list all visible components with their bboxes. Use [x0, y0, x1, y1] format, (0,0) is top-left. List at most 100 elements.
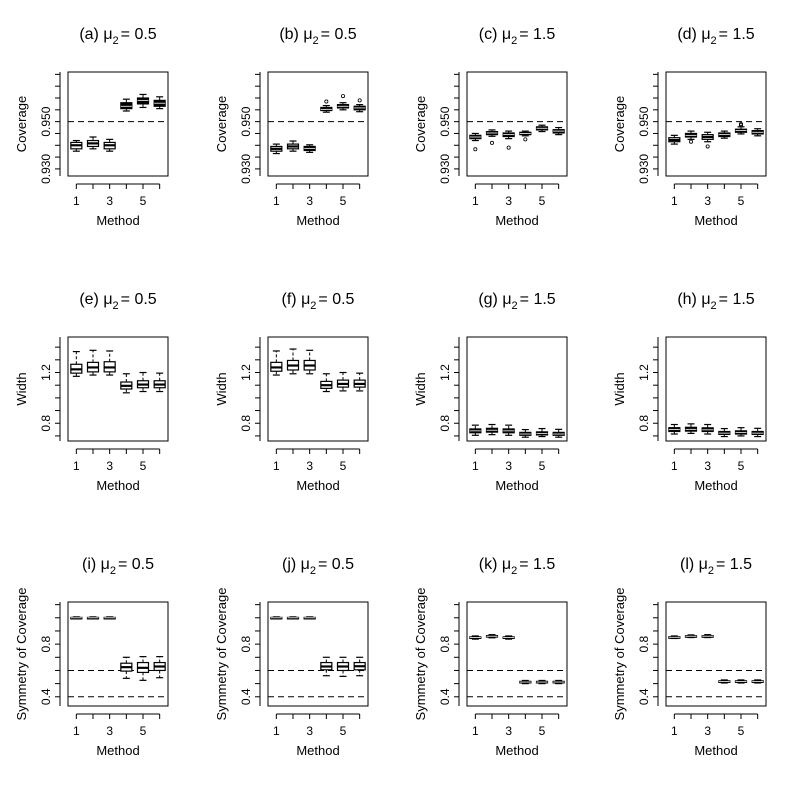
y-axis-label: Width: [413, 372, 428, 405]
panel-title-subscript: 2: [110, 565, 116, 577]
panel-title-prefix: (l) μ: [680, 556, 708, 573]
x-tick-label: 3: [704, 459, 711, 473]
y-axis-label: Symmetry of Coverage: [214, 588, 229, 721]
x-tick-label: 3: [505, 194, 512, 208]
box-method-6: [353, 656, 366, 677]
box-method-4: [718, 679, 731, 684]
panel-title-value: = 0.5: [121, 291, 157, 308]
y-axis-label: Coverage: [612, 96, 627, 152]
plot-frame: [267, 601, 369, 707]
box-method-1: [70, 350, 83, 377]
plot-frame: [665, 336, 767, 442]
box-method-4: [519, 428, 532, 438]
box-method-6: [751, 427, 764, 438]
x-tick-label: 1: [472, 724, 479, 738]
x-tick-label: 1: [273, 459, 280, 473]
y-tick-label: 0.950: [637, 106, 651, 136]
box-method-1: [270, 143, 283, 155]
box-method-5: [136, 93, 150, 109]
y-axis-label: Symmetry of Coverage: [14, 588, 29, 721]
panel-title: (d) μ2 = 1.5: [677, 26, 754, 47]
plot-frame: [67, 71, 169, 177]
x-axis-label: Method: [495, 478, 538, 493]
panel-title-prefix: (k) μ: [479, 556, 511, 573]
panel-title-prefix: (f) μ: [282, 291, 311, 308]
box-method-2: [286, 616, 300, 620]
panel-title: (e) μ2 = 0.5: [79, 291, 156, 312]
box-method-5: [734, 427, 748, 437]
box-method-2: [86, 136, 100, 150]
x-tick-label: 5: [738, 724, 745, 738]
box-method-3: [701, 131, 714, 149]
x-tick-label: 5: [340, 459, 347, 473]
y-tick-label: 0.8: [39, 415, 53, 432]
box-method-1: [270, 350, 283, 376]
box-iqr: [136, 97, 150, 105]
outlier-point: [523, 137, 528, 142]
box-method-2: [86, 349, 100, 376]
y-tick-label: 1.2: [438, 364, 452, 381]
panel-title-value: = 0.5: [118, 556, 154, 573]
y-tick-label: 0.950: [39, 106, 53, 136]
box-method-3: [103, 350, 116, 376]
y-tick-label: 0.8: [637, 635, 651, 652]
x-axis-label: Method: [296, 478, 339, 493]
x-tick-label: 1: [73, 194, 80, 208]
panel-title: (b) μ2 = 0.5: [279, 26, 356, 47]
box-method-3: [103, 616, 116, 620]
panel-title: (i) μ2 = 0.5: [82, 556, 154, 577]
box-method-6: [552, 126, 565, 136]
panel-title-value: = 1.5: [716, 556, 752, 573]
x-tick-label: 1: [273, 194, 280, 208]
panel-title-subscript: 2: [511, 35, 517, 47]
x-tick-label: 3: [106, 459, 113, 473]
panel-title-prefix: (i) μ: [82, 556, 110, 573]
box-method-6: [153, 372, 166, 393]
panel-title: (f) μ2 = 0.5: [282, 291, 355, 312]
box-method-1: [469, 132, 482, 152]
box-method-1: [469, 424, 482, 436]
x-tick-label: 5: [140, 194, 147, 208]
y-axis-label: Width: [612, 372, 627, 405]
y-tick-label: 0.4: [637, 688, 651, 705]
box-method-2: [485, 423, 499, 436]
y-tick-label: 1.2: [39, 364, 53, 381]
y-tick-label: 0.930: [39, 154, 53, 184]
x-tick-label: 3: [306, 194, 313, 208]
x-tick-label: 3: [704, 194, 711, 208]
y-tick-label: 0.930: [637, 154, 651, 184]
outlier-point: [739, 122, 744, 127]
x-axis-label: Method: [495, 743, 538, 758]
panel-title-subscript: 2: [711, 35, 717, 47]
x-tick-label: 3: [704, 724, 711, 738]
box-method-4: [320, 373, 333, 393]
plot-frame: [67, 336, 169, 442]
box-method-3: [303, 144, 316, 153]
y-tick-label: 1.2: [637, 364, 651, 381]
panel-title-prefix: (j) μ: [282, 556, 310, 573]
panel-title-prefix: (b) μ: [279, 26, 312, 43]
box-method-4: [320, 99, 333, 113]
x-tick-label: 1: [73, 724, 80, 738]
x-tick-label: 3: [106, 194, 113, 208]
box-method-5: [535, 427, 549, 438]
box-method-4: [120, 373, 133, 394]
y-axis-label: Width: [14, 372, 29, 405]
panel-title-subscript: 2: [310, 565, 316, 577]
box-method-3: [701, 423, 714, 435]
panel-title: (j) μ2 = 0.5: [282, 556, 354, 577]
panel-title: (l) μ2 = 1.5: [680, 556, 752, 577]
panel-title-subscript: 2: [113, 300, 119, 312]
panel-title-subscript: 2: [313, 35, 319, 47]
box-method-1: [469, 635, 482, 640]
x-tick-label: 1: [671, 724, 678, 738]
x-tick-label: 5: [738, 194, 745, 208]
outlier-point: [324, 99, 329, 104]
panel-title-subscript: 2: [113, 35, 119, 47]
panel-title-value: = 0.5: [318, 291, 354, 308]
x-axis-label: Method: [495, 213, 538, 228]
